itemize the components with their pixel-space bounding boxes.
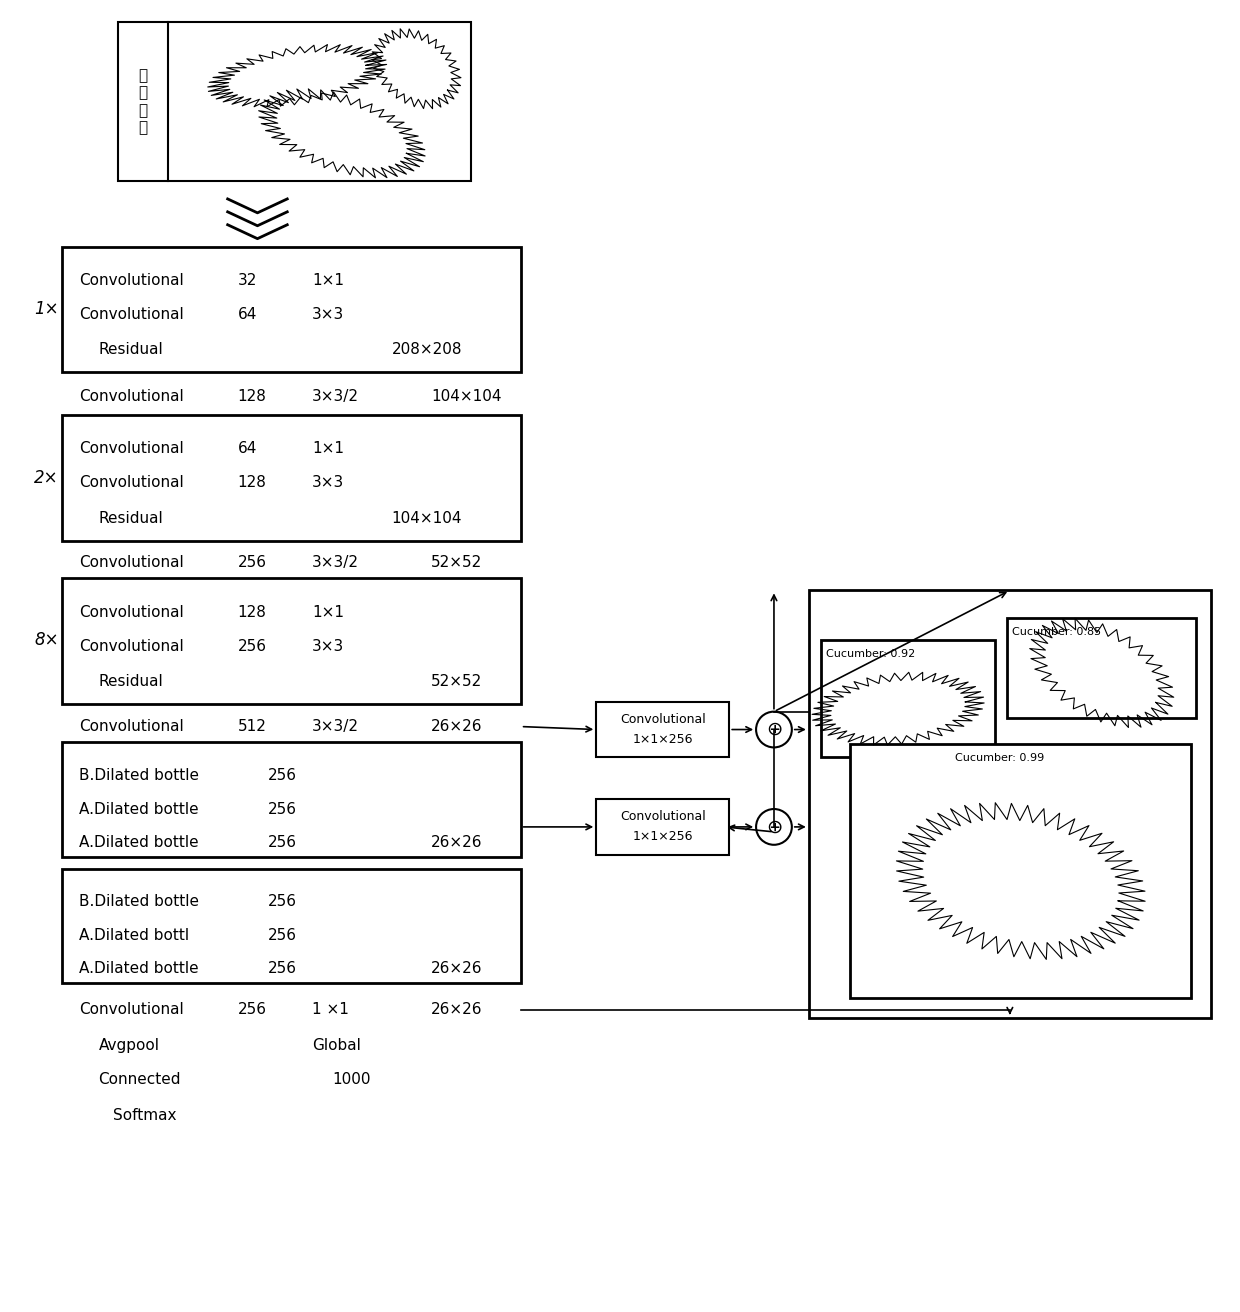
Text: Convolutional: Convolutional	[620, 811, 706, 824]
Bar	[821, 640, 996, 757]
Text: 3×3: 3×3	[312, 475, 345, 489]
Text: Avgpool: Avgpool	[98, 1038, 160, 1054]
Text: ⊕: ⊕	[766, 817, 782, 837]
Text: Residual: Residual	[98, 674, 164, 689]
Text: Convolutional: Convolutional	[78, 555, 184, 571]
Text: 256: 256	[268, 836, 296, 850]
Text: 1×: 1×	[33, 300, 58, 319]
Text: 3×3/2: 3×3/2	[312, 719, 360, 733]
Text: A.Dilated bottle: A.Dilated bottle	[78, 836, 198, 850]
Text: 1×1×256: 1×1×256	[632, 830, 693, 844]
Text: 输
入
图
像: 输 入 图 像	[139, 68, 148, 135]
Text: 3×3: 3×3	[312, 639, 345, 653]
Text: 1000: 1000	[332, 1072, 371, 1086]
Text: 1×1: 1×1	[312, 441, 343, 455]
Text: Convolutional: Convolutional	[78, 1002, 184, 1017]
Bar	[851, 744, 1192, 998]
Text: 3×3/2: 3×3/2	[312, 390, 360, 404]
Bar	[118, 22, 471, 181]
Text: 1×1: 1×1	[312, 273, 343, 287]
Text: Convolutional: Convolutional	[78, 719, 184, 733]
Text: Convolutional: Convolutional	[78, 639, 184, 653]
Text: 8×: 8×	[33, 631, 58, 649]
Text: 1×1: 1×1	[312, 605, 343, 619]
Text: Global: Global	[312, 1038, 361, 1054]
Text: Connected: Connected	[98, 1072, 181, 1086]
Text: 256: 256	[268, 802, 296, 816]
Bar	[1007, 618, 1197, 718]
Text: 208×208: 208×208	[392, 342, 463, 357]
Text: Convolutional: Convolutional	[78, 441, 184, 455]
Bar	[62, 247, 521, 371]
Text: Softmax: Softmax	[113, 1107, 177, 1123]
Text: 32: 32	[238, 273, 257, 287]
Text: 64: 64	[238, 307, 257, 321]
Text: 256: 256	[268, 768, 296, 783]
Text: Convolutional: Convolutional	[620, 714, 706, 726]
Text: 26×26: 26×26	[432, 719, 482, 733]
Bar	[62, 743, 521, 857]
Text: 52×52: 52×52	[432, 674, 482, 689]
Text: A.Dilated bottle: A.Dilated bottle	[78, 802, 198, 816]
Text: 128: 128	[238, 390, 267, 404]
Text: Convolutional: Convolutional	[78, 475, 184, 489]
Bar	[62, 869, 521, 983]
Text: Convolutional: Convolutional	[78, 307, 184, 321]
Text: 104×104: 104×104	[392, 512, 463, 526]
Text: 256: 256	[268, 962, 296, 976]
Text: Cucumber: 0.92: Cucumber: 0.92	[826, 649, 915, 659]
Text: 3×3/2: 3×3/2	[312, 555, 360, 571]
Text: Convolutional: Convolutional	[78, 605, 184, 619]
Text: Cucumber: 0.99: Cucumber: 0.99	[955, 753, 1044, 764]
Text: Cucumber: 0.85: Cucumber: 0.85	[1012, 627, 1101, 638]
Text: ⊕: ⊕	[766, 720, 782, 739]
Text: B.Dilated bottle: B.Dilated bottle	[78, 768, 198, 783]
Text: 128: 128	[238, 605, 267, 619]
Text: 26×26: 26×26	[432, 962, 482, 976]
Text: B.Dilated bottle: B.Dilated bottle	[78, 893, 198, 909]
Text: 256: 256	[238, 555, 267, 571]
Text: 1×1×256: 1×1×256	[632, 733, 693, 747]
Text: 1 ×1: 1 ×1	[312, 1002, 348, 1017]
Text: Convolutional: Convolutional	[78, 390, 184, 404]
Bar	[62, 579, 521, 703]
Bar	[808, 590, 1211, 1018]
Text: 2×: 2×	[33, 470, 58, 487]
Text: A.Dilated bottle: A.Dilated bottle	[78, 962, 198, 976]
Text: 3×3: 3×3	[312, 307, 345, 321]
Text: 64: 64	[238, 441, 257, 455]
Text: Residual: Residual	[98, 512, 164, 526]
Bar	[62, 415, 521, 541]
Text: 52×52: 52×52	[432, 555, 482, 571]
Text: 256: 256	[268, 893, 296, 909]
Bar	[596, 702, 729, 757]
Text: 128: 128	[238, 475, 267, 489]
Text: 104×104: 104×104	[432, 390, 502, 404]
Text: Convolutional: Convolutional	[78, 273, 184, 287]
Text: 256: 256	[238, 1002, 267, 1017]
Text: 512: 512	[238, 719, 267, 733]
Text: 256: 256	[268, 928, 296, 943]
Text: A.Dilated bottl: A.Dilated bottl	[78, 928, 188, 943]
Text: 26×26: 26×26	[432, 1002, 482, 1017]
Text: 26×26: 26×26	[432, 836, 482, 850]
Text: 256: 256	[238, 639, 267, 653]
Bar	[596, 799, 729, 854]
Text: Residual: Residual	[98, 342, 164, 357]
